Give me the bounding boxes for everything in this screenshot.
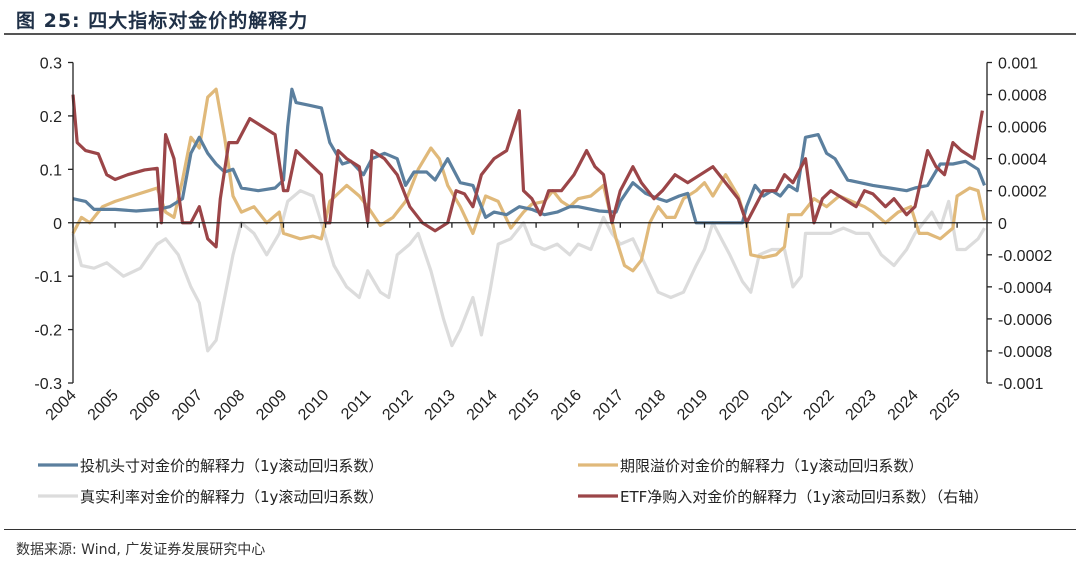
axes-layer: 0.3 0.2 0.1 0 -0.1 -0.2 -0.3 0.001 0.0008 0.0006 0… [34,56,1052,424]
legend-item-term-premium: 期限溢价对金价的解释力（1y滚动回归系数） [578,457,923,475]
x-tick-label: 2017 [590,387,627,424]
right-tick-label: -0.001 [998,376,1043,393]
right-tick-label: -0.0006 [998,312,1052,329]
right-tick-label: 0.0008 [998,88,1047,105]
series-line-real-rate [71,189,986,353]
x-tick-label: 2009 [253,387,290,424]
right-tick-label: -0.0008 [998,344,1052,361]
legend-label: 投机头寸对金价的解释力（1y滚动回归系数） [80,457,383,475]
x-tick-label: 2010 [295,387,332,424]
right-tick-label: 0.001 [998,56,1038,73]
series-line-term-premium [71,87,987,273]
x-tick-label: 2008 [211,387,248,424]
x-tick-label: 2005 [85,387,122,424]
legend-item-real-rate: 真实利率对金价的解释力（1y滚动回归系数） [38,488,383,506]
legend-label: ETF净购入对金价的解释力（1y滚动回归系数）（右轴） [620,488,988,506]
left-tick-label: -0.3 [34,376,62,393]
left-tick-label: 0.3 [40,56,62,73]
series-layer [71,87,987,353]
x-tick-label: 2011 [338,387,374,423]
right-tick-label: -0.0002 [998,248,1052,265]
footer-divider [4,529,1076,530]
x-tick-label: 2021 [758,387,795,424]
legend-label: 期限溢价对金价的解释力（1y滚动回归系数） [620,457,923,475]
title-divider [4,33,1076,35]
right-tick-label: 0 [998,216,1007,233]
left-tick-label: -0.2 [34,323,62,340]
x-tick-label: 2012 [379,387,416,424]
legend-label: 真实利率对金价的解释力（1y滚动回归系数） [80,488,383,506]
x-tick-label: 2007 [169,387,206,424]
x-tick-label: 2015 [506,387,543,424]
x-tick-label: 2022 [800,387,837,424]
right-tick-label: 0.0002 [998,184,1047,201]
source-note: 数据来源: Wind, 广发证券发展研究中心 [16,542,266,558]
legend-item-speculative-positions: 投机头寸对金价的解释力（1y滚动回归系数） [38,457,383,475]
right-tick-label: 0.0004 [998,152,1047,169]
x-tick-label: 2020 [716,387,753,424]
legend: 投机头寸对金价的解释力（1y滚动回归系数） 期限溢价对金价的解释力（1y滚动回归系… [38,457,988,506]
x-tick-label: 2024 [885,387,922,424]
legend-item-etf-net-purchase: ETF净购入对金价的解释力（1y滚动回归系数）（右轴） [578,488,988,506]
right-tick-label: 0.0006 [998,120,1047,137]
left-tick-label: -0.1 [34,269,62,286]
series-line-speculative-positions [72,87,986,225]
x-tick-label: 2016 [548,387,585,424]
x-tick-label: 2006 [127,387,164,424]
x-tick-label: 2025 [927,387,964,424]
series-line-etf-net-purchase [71,94,984,249]
left-tick-label: 0 [53,216,62,233]
left-tick-label: 0.1 [40,162,62,179]
x-tick-label: 2023 [843,387,880,424]
right-tick-label: -0.0004 [998,280,1052,297]
x-tick-label: 2013 [422,387,459,424]
x-tick-label: 2018 [632,387,669,424]
left-tick-label: 0.2 [40,109,62,126]
x-tick-label: 2019 [674,387,711,424]
x-tick-label: 2014 [464,387,501,424]
figure-title: 图 25: 四大指标对金价的解释力 [16,10,309,32]
